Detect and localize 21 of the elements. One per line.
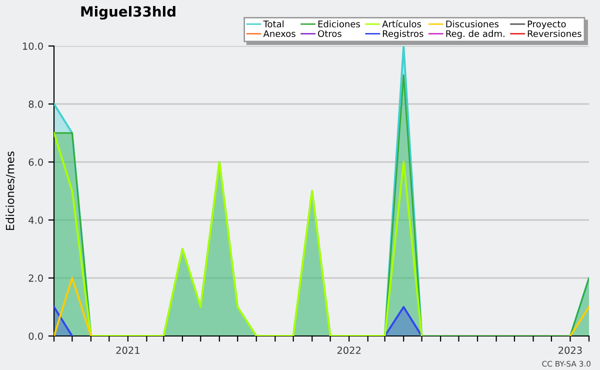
legend-label: Ediciones	[318, 20, 360, 28]
legend-label: Reg. de adm.	[446, 30, 504, 39]
y-tick-label: 8.0	[28, 100, 43, 108]
y-tick-label: 6.0	[28, 158, 43, 166]
legend-label: Registros	[382, 30, 424, 39]
chart-title: Miguel33hld	[81, 6, 176, 20]
x-tick-label: 2022	[337, 346, 360, 354]
y-tick-label: 0.0	[28, 332, 43, 340]
y-axis-title: Ediciones/mes	[6, 152, 16, 230]
legend-label: Proyecto	[528, 20, 566, 30]
legend-label: Discusiones	[446, 20, 499, 28]
y-tick-label: 4.0	[28, 216, 43, 224]
y-tick-label: 2.0	[28, 274, 43, 282]
legend-label: Total	[263, 20, 284, 28]
y-tick-label: 10.0	[23, 42, 43, 50]
legend-label: Reversiones	[528, 30, 582, 38]
x-tick-label: 2023	[558, 346, 582, 354]
legend-label: Otros	[318, 30, 342, 38]
legend-label: Anexos	[263, 30, 296, 38]
legend-label: Artículos	[382, 20, 422, 28]
x-tick-label: 2021	[116, 346, 140, 354]
